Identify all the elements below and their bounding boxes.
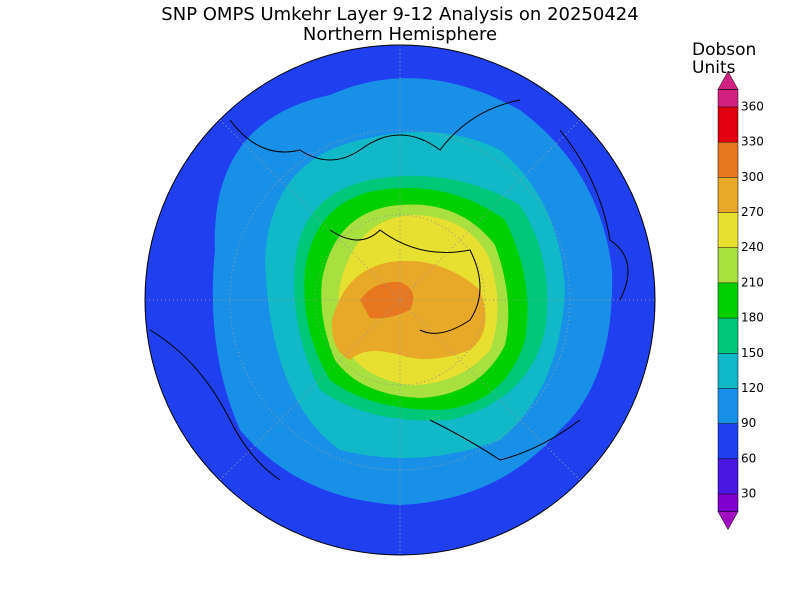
colorbar-tick-label: 360 [741,100,764,114]
map-border [144,44,656,556]
colorbar-tick-label: 150 [741,346,764,360]
colorbar-box [718,388,738,424]
colorbar-tick-label: 240 [741,240,764,254]
title: SNP OMPS Umkehr Layer 9-12 Analysis on 2… [161,4,638,25]
colorbar-tick-label: 180 [741,311,764,325]
colorbar-box [718,247,738,283]
map [145,45,655,555]
colorbar-box [718,177,738,213]
colorbar-frame [717,89,739,512]
colorbar-label: Dobson [692,40,756,60]
colorbar-box [718,107,738,143]
colorbar-triangle [717,511,739,531]
colorbar-tick-label: 60 [741,451,756,465]
colorbar-tick-label: 120 [741,381,764,395]
colorbar-box [718,89,738,107]
colorbar-box [718,318,738,354]
colorbar-label: Units [692,58,736,78]
colorbar-tick-label: 330 [741,135,764,149]
colorbar-box [718,494,738,512]
colorbar: 30 60 90 120 150 180 210 240 270 300 330 360 [717,70,764,531]
colorbar-tick-label: 210 [741,275,764,289]
coastlines [149,99,629,481]
colorbar-box [718,282,738,319]
graticule [145,45,655,555]
colorbar-box [718,353,738,389]
colorbar-box [718,142,738,178]
subtitle: Northern Hemisphere [303,24,497,45]
colorbar-tick-label: 30 [741,487,756,501]
colorbar-box [718,423,738,459]
colorbar-tick-label: 270 [741,205,764,219]
colorbar-box [718,212,738,248]
colorbar-tick-label: 90 [741,416,756,430]
colorbar-tick-label: 300 [741,170,764,184]
colorbar-box [718,458,738,494]
